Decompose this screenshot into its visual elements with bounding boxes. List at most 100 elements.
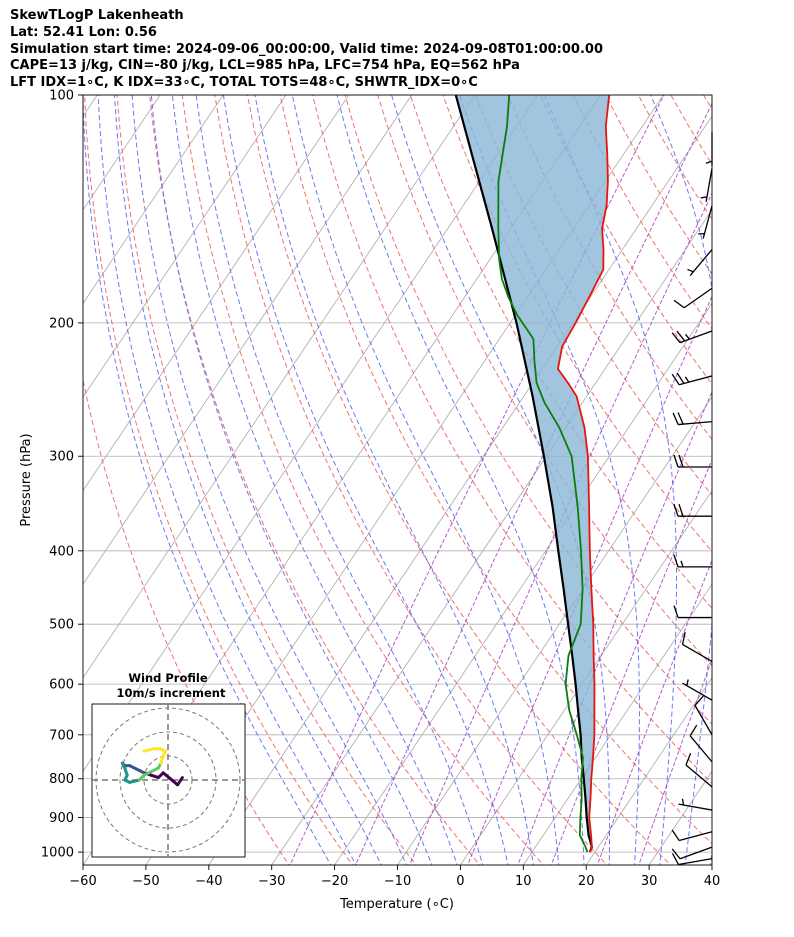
isotherm-line [522,583,712,865]
wind-barb [671,829,713,842]
wind-barb [673,503,712,517]
wind-barb [681,631,713,663]
barb-staff [678,420,713,426]
y-tick-label: 500 [49,618,74,633]
barb-staff [678,375,713,386]
isotherm-line [208,115,712,865]
moist-adiabat [131,95,408,865]
dry-adiabat [279,95,712,845]
barb-half-flag [684,376,690,383]
barb-half-flag [705,160,713,164]
dry-adiabat [507,95,712,441]
moist-adiabat [150,95,433,865]
isotherm-line [83,95,287,398]
x-tick-label: −20 [321,874,348,889]
hodograph-subtitle: 10m/s increment [117,686,226,700]
hodograph: Wind Profile 10m/s increment [91,671,246,858]
x-tick-label: 30 [641,874,658,889]
dry-adiabat [312,95,712,785]
barb-flag [671,829,680,841]
wind-barb [673,605,712,619]
y-tick-label: 200 [49,316,74,331]
x-tick-label: −60 [69,874,96,889]
x-tick-label: −50 [132,874,159,889]
x-tick-label: 20 [578,874,595,889]
hodograph-segment [128,764,141,772]
isotherm-line [585,677,712,865]
x-tick-label: 0 [456,874,464,889]
wind-barb [672,412,713,426]
chart-header: SkewTLogP Lakenheath Lat: 52.41 Lon: 0.5… [10,8,780,92]
barb-half-flag [686,679,689,686]
location-line: Lat: 52.41 Lon: 0.56 [10,24,157,40]
cape-line: CAPE=13 j/kg, CIN=-80 j/kg, LCL=985 hPa,… [10,58,520,74]
barb-staff [679,846,713,860]
x-axis-label: Temperature (∘C) [339,897,454,912]
mixing-ratio-line [409,192,712,865]
dry-adiabat [769,95,794,868]
moist-adiabat [97,95,357,865]
dry-adiabat [246,95,672,865]
x-tick-label: −10 [384,874,411,889]
hodograph-segment [142,747,156,753]
isotherm-line [83,95,413,585]
hodograph-title: Wind Profile [128,671,208,685]
isotherm-line [460,489,712,865]
moist-adiabat [458,95,640,865]
barb-staff [705,168,713,202]
moist-adiabat [709,849,712,865]
barb-staff [678,857,713,866]
chart-title: SkewTLogP Lakenheath [10,8,184,23]
dry-adiabat [83,377,290,865]
profiles [454,95,611,853]
moist-adiabat [291,95,560,865]
barb-flag [676,372,685,384]
barb-flag [694,695,704,706]
wind-barbs [671,132,713,866]
moist-adiabat [83,95,332,865]
moist-adiabat [254,95,534,865]
dry-adiabat [736,95,794,868]
dry-adiabat [703,95,712,111]
axes: −60 −50 −40 −30 −20 −10 0 10 20 30 40 1000 900 800 700… [41,89,720,890]
dry-adiabat [181,95,545,865]
wind-barb [682,679,713,701]
hodograph-plot [92,704,245,857]
isotherm-line [83,95,224,305]
moist-adiabat [171,95,458,865]
cape-fill-area [455,95,610,853]
barb-staff [685,764,713,788]
barb-half-flag [687,268,694,273]
barb-staff [689,735,713,763]
temperature-line [557,95,611,853]
dewpoint-line [497,95,589,853]
barb-flag [678,503,684,517]
barb-flag [685,752,692,766]
time-line: Simulation start time: 2024-09-06_00:00:… [10,41,603,57]
barb-flag [671,848,681,860]
barb-flag [676,330,686,342]
y-tick-label: 700 [49,728,74,743]
barb-flag [673,554,679,568]
hodograph-segment [161,771,180,787]
dry-adiabat [214,95,608,865]
mixing-ratio-line [467,295,712,865]
moist-adiabat [114,95,382,865]
x-tick-label: −30 [258,874,285,889]
mixing-ratio-line [550,458,712,865]
barb-flag [673,605,679,618]
wind-barb [689,724,713,763]
isotherm-line [334,302,712,865]
wind-barb [671,846,713,860]
y-tick-label: 300 [49,450,74,465]
isotherm-line [397,396,712,865]
isotherm-line [83,95,350,492]
dry-adiabat [149,95,481,865]
wind-barb [698,205,713,239]
hodograph-segment [147,766,160,775]
barb-flag [673,503,679,517]
wind-barb [671,853,713,866]
wind-barb [700,168,713,202]
moist-adiabat [222,95,509,865]
barb-staff [678,831,713,842]
